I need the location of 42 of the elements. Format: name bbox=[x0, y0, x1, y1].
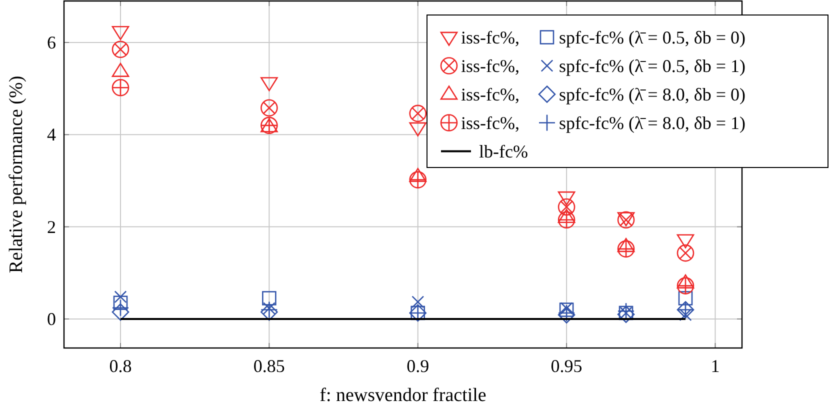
point bbox=[409, 171, 427, 188]
point bbox=[114, 290, 127, 304]
point bbox=[676, 244, 694, 262]
legend-label: iss-fc%, bbox=[461, 27, 520, 48]
point bbox=[676, 277, 694, 294]
point bbox=[412, 296, 424, 308]
legend-label: iss-fc%, bbox=[461, 56, 520, 76]
legend-label: lb-fc% bbox=[479, 141, 528, 162]
point bbox=[409, 104, 427, 122]
y-tick-label: 4 bbox=[47, 124, 56, 145]
point bbox=[112, 303, 130, 321]
x-tick-label: 1 bbox=[710, 356, 720, 376]
point bbox=[558, 211, 576, 229]
point bbox=[617, 240, 635, 258]
y-tick-label: 6 bbox=[47, 32, 56, 52]
x-tick-label: 0.95 bbox=[550, 356, 582, 376]
legend-label: spfc-fc% (λ̄ = 0.5, δb = 1) bbox=[559, 56, 746, 76]
x-tick-label: 0.9 bbox=[406, 356, 430, 376]
legend-label: iss-fc%, bbox=[461, 112, 520, 133]
point bbox=[112, 40, 130, 58]
y-tick-label: 0 bbox=[47, 308, 56, 329]
point bbox=[678, 291, 693, 306]
legend-label: spfc-fc% (λ̄ = 0.5, δb = 0) bbox=[559, 27, 746, 48]
legend-label: spfc-fc% (λ̄ = 8.0, δb = 0) bbox=[559, 84, 746, 104]
point bbox=[260, 99, 278, 117]
point bbox=[558, 198, 576, 216]
point bbox=[113, 296, 128, 310]
point bbox=[262, 291, 276, 306]
point bbox=[558, 191, 576, 206]
x-tick-label: 0.8 bbox=[109, 356, 132, 376]
point bbox=[260, 77, 278, 92]
point bbox=[676, 234, 694, 248]
x-tick-label: 0.85 bbox=[253, 356, 285, 376]
point bbox=[112, 26, 130, 40]
y-tick-label: 2 bbox=[47, 216, 56, 237]
legend-label: spfc-fc% (λ̄ = 8.0, δb = 1) bbox=[559, 112, 746, 133]
legend-label: iss-fc%, bbox=[461, 84, 520, 104]
point bbox=[409, 122, 427, 136]
x-axis-title: f: newsvendor fractile bbox=[320, 385, 486, 406]
y-axis-title: Relative performance (%) bbox=[6, 76, 27, 274]
point bbox=[617, 306, 635, 324]
point bbox=[112, 78, 130, 96]
